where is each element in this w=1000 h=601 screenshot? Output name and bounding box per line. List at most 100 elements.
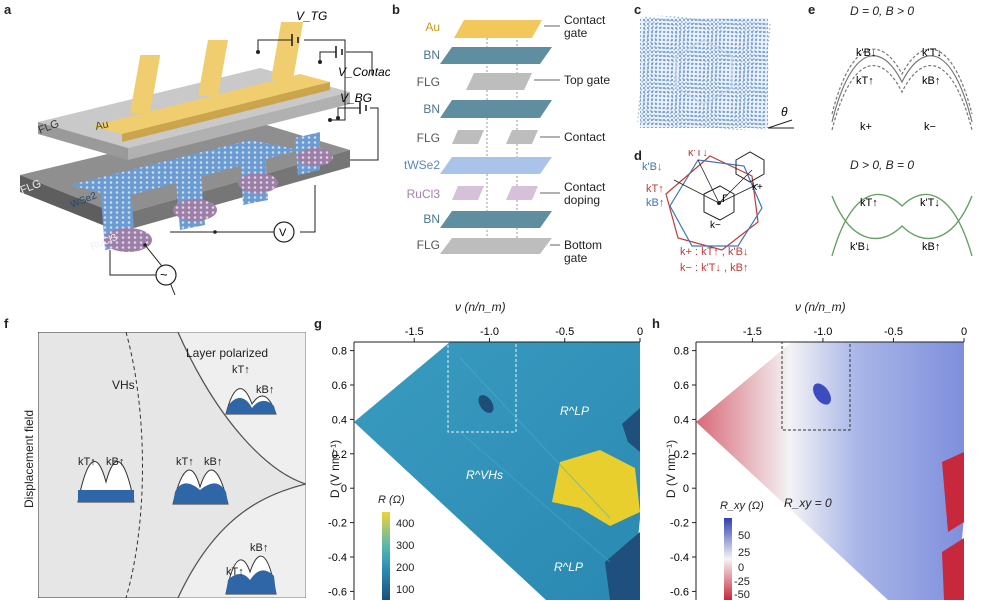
- stack-name-au: Au: [425, 20, 440, 34]
- brillouin-zones: Γ k+ k− k'B↓ k'T↓ kT↑ kB↑: [642, 150, 765, 251]
- band-bottom-kB-up: kB↑: [922, 241, 940, 253]
- g-ytick-label: 0.2: [332, 449, 347, 461]
- h-ytick-label: 0.4: [674, 414, 689, 426]
- voltmeter-label: V: [279, 227, 287, 239]
- phase-diagram: [38, 332, 306, 598]
- h-data-region: [696, 342, 964, 600]
- panel-label-b: b: [392, 2, 400, 17]
- h-xlabel: ν (n/n_m): [795, 300, 846, 314]
- band-top-kminus: k−: [924, 121, 936, 133]
- g-cb-tick-100: 100: [396, 584, 415, 596]
- h-ytick-label: 0.8: [674, 346, 689, 358]
- lp-boundary-bottom: [177, 483, 306, 598]
- ac-source-label: ~: [160, 267, 168, 282]
- g-ytick-label: 0: [341, 483, 347, 495]
- h-cb-tick-m25: -25: [734, 576, 750, 588]
- bz-legend-kplus: k+ : kT↑ , k'B↓: [680, 246, 749, 258]
- h-xtick-label: -0.5: [884, 326, 903, 338]
- stack-layer-bn2: [440, 100, 552, 118]
- g-ytick-label: 0.4: [332, 414, 347, 426]
- band-top-kplus: k+: [860, 121, 872, 133]
- stack-layer-au: [454, 20, 542, 38]
- g-colorbar-title: R (Ω): [378, 494, 405, 506]
- stack-layer-twse2: [440, 157, 552, 174]
- h-ytick-label: -0.2: [670, 518, 689, 530]
- voltmeter-circle: [273, 221, 295, 243]
- panel-label-h: h: [652, 316, 660, 331]
- bz-kB-down: k'B↓: [642, 161, 662, 173]
- stack-layer-flg2a: [452, 130, 484, 144]
- sketch-left-k1: kT↑: [78, 456, 96, 468]
- panel-label-g: g: [314, 316, 322, 331]
- bz-kB-up: kB↑: [646, 197, 664, 209]
- stack-layer-flg3: [440, 238, 552, 254]
- phase-ylabel: Displacement field: [22, 409, 36, 509]
- stack-name-bn3: BN: [423, 212, 440, 226]
- g-ytick-label: 0.6: [332, 380, 347, 392]
- stack-name-bn1: BN: [423, 48, 440, 62]
- sketch-mid-k1: kT↑: [176, 456, 194, 468]
- h-xtick-label: -1.5: [743, 326, 762, 338]
- callout-contact-gate: Contact gate: [564, 13, 606, 40]
- panel-label-c: c: [634, 2, 642, 17]
- h-ytick-label: -0.6: [670, 586, 689, 598]
- bz-legend-kminus: k− : k'T↓ , kB↑: [680, 262, 749, 274]
- h-ytick-label: 0.2: [674, 449, 689, 461]
- g-xtick-label: 0: [637, 326, 643, 338]
- band-top-kB-down: k'B↓: [856, 47, 876, 59]
- band-sketch-bottom: kT↑ k'T↓ k'B↓ kB↑: [831, 193, 973, 257]
- hall-resistance-map: -1.5 -1.0 -0.5 0 0.8 0.6 0.4 0.2 0 -0.2 -0.4 -0.6: [670, 326, 967, 600]
- bz-kminus: k−: [710, 220, 721, 231]
- panel-label-d: d: [634, 148, 642, 163]
- sketch-mid-k2: kB↑: [204, 456, 223, 468]
- h-cb-tick-0: 0: [738, 562, 745, 574]
- sketch-lp-bot-k2: kT↑: [226, 566, 244, 578]
- g-cb-tick-300: 300: [396, 540, 415, 552]
- stack-name-bn2: BN: [423, 102, 440, 116]
- h-xtick-label: -1.0: [813, 326, 832, 338]
- bz-kT-up: kT↑: [646, 183, 664, 195]
- g-ytick-label: 0.8: [332, 346, 347, 358]
- h-colorbar-title: R_xy (Ω): [720, 500, 764, 512]
- g-ytick-label: -0.6: [328, 586, 347, 598]
- stack-layer-flg1: [466, 73, 532, 90]
- callout-bottom-gate: Bottom gate: [564, 238, 603, 265]
- g-ytick-label: -0.2: [328, 518, 347, 530]
- g-yellow-region: [552, 450, 640, 526]
- g-cb-tick-400: 400: [396, 518, 415, 530]
- band-top-kT-up: kT↑: [856, 75, 874, 87]
- g-ytick-label: -0.4: [328, 552, 347, 564]
- sketch-lp-top-k2: kB↑: [256, 384, 275, 396]
- g-xtick-label: -1.5: [405, 326, 424, 338]
- theta-label: θ: [781, 105, 788, 119]
- g-annot-vhs: R^VHs: [466, 468, 503, 482]
- panel-label-f: f: [4, 316, 9, 331]
- panel-label-a: a: [4, 2, 12, 17]
- g-inset-box: [447, 341, 517, 433]
- g-xtick-label: -1.0: [480, 326, 499, 338]
- phase-region-lp: Layer polarized: [186, 346, 269, 360]
- lp-boundary-top: [177, 332, 306, 485]
- stack-layer-flg2b: [506, 130, 538, 144]
- g-colorbar: [382, 512, 390, 600]
- h-ytick-label: -0.4: [670, 552, 689, 564]
- stack-name-rucl3: RuCl3: [406, 187, 440, 201]
- label-vcontact: V_Contact: [338, 65, 390, 79]
- vhs-line: [125, 332, 143, 598]
- band-top-kB-up: kB↑: [922, 75, 940, 87]
- sketch-left-k2: kB↑: [106, 456, 125, 468]
- g-annot-lp-bot: R^LP: [554, 560, 583, 574]
- band-bottom-title: D > 0, B = 0: [850, 158, 915, 172]
- band-bottom-kT-up: kT↑: [860, 197, 878, 209]
- sketch-lp-top-k1: kT↑: [232, 364, 250, 376]
- bz-gamma: Γ: [722, 193, 728, 205]
- stack-layer-bn3: [440, 211, 552, 228]
- g-annot-lp-top: R^LP: [560, 404, 589, 418]
- callout-contact-doping: Contact doping: [564, 180, 606, 207]
- bz-kT-down: k'T↓: [688, 150, 708, 159]
- stack-name-flg3: FLG: [416, 238, 440, 252]
- h-cb-tick-m50: -50: [734, 589, 750, 601]
- panel-label-e: e: [808, 2, 816, 17]
- band-sketch-top: k'B↓ k'T↓ kT↑ kB↑ k+ k−: [831, 47, 973, 133]
- bz-red: [665, 155, 759, 251]
